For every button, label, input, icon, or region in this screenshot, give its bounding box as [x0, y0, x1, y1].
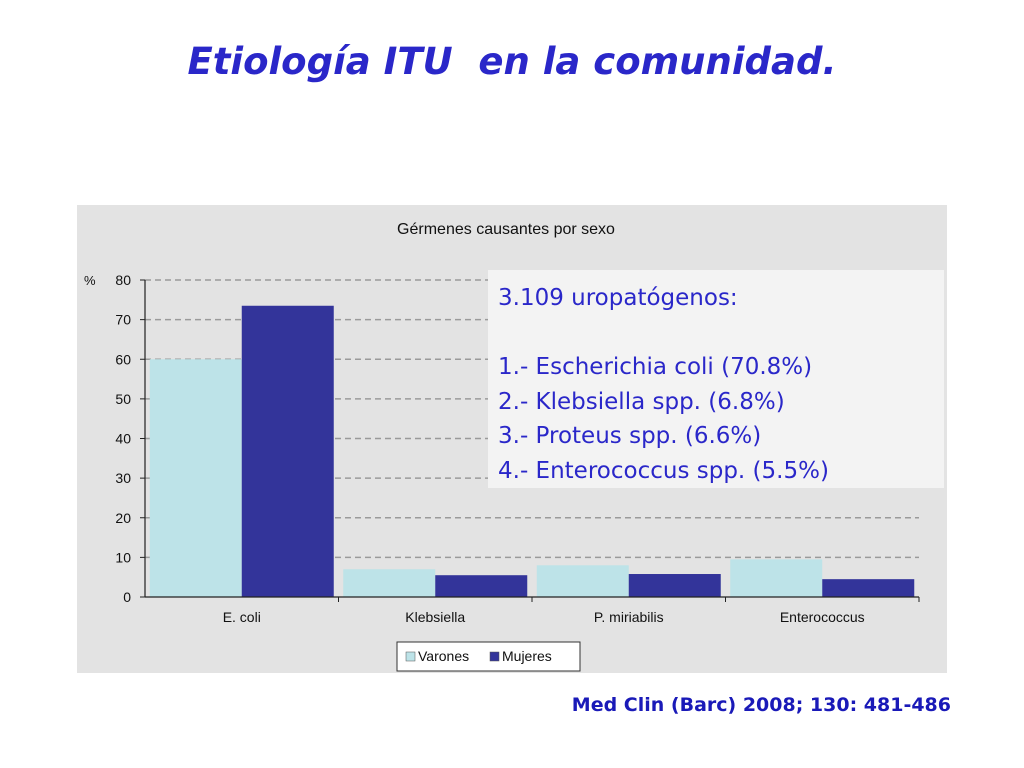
y-tick-label: 20	[115, 510, 131, 526]
summary-item: 4.- Enterococcus spp. (5.5%)	[498, 457, 829, 484]
legend-swatch	[489, 651, 500, 662]
uropathogen-summary-box: 3.109 uropatógenos: 1.- Escherichia coli…	[488, 270, 944, 488]
bar-varones	[730, 559, 823, 597]
bar-chart: Gérmenes causantes por sexo % 0 10 20 30 40 5…	[84, 221, 920, 672]
x-tick-label: Klebsiella	[405, 609, 465, 625]
y-tick-label: 60	[115, 351, 131, 367]
bar-mujeres	[241, 305, 334, 597]
y-tick-label: 30	[115, 470, 131, 486]
y-tick-label: 0	[123, 589, 131, 605]
bar-varones	[149, 359, 242, 597]
summary-item: 1.- Escherichia coli (70.8%)	[498, 354, 813, 380]
bar-mujeres	[628, 574, 721, 597]
legend-label: Varones	[418, 648, 469, 664]
citation: Med Clin (Barc) 2008; 130: 481-486	[571, 694, 951, 716]
chart-legend: Varones Mujeres	[396, 641, 581, 672]
summary-item: 2.- Klebsiella spp. (6.8%)	[498, 388, 785, 415]
y-tick-label: 10	[115, 549, 131, 565]
bar-mujeres	[435, 575, 528, 597]
y-tick-label: 70	[115, 312, 131, 328]
legend-label: Mujeres	[502, 648, 552, 664]
chart-title: Gérmenes causantes por sexo	[397, 221, 615, 238]
summary-spacer	[498, 316, 944, 351]
bar-varones	[536, 565, 629, 597]
y-tick-label: 80	[115, 272, 131, 288]
slide-title: Etiología ITU en la comunidad.	[187, 40, 837, 83]
bar-mujeres	[822, 579, 915, 597]
x-tick-label: E. coli	[223, 609, 261, 625]
bars	[149, 305, 915, 597]
x-tick-label: P. miriabilis	[594, 609, 664, 625]
x-tick-label: Enterococcus	[780, 609, 865, 625]
summary-heading: 3.109 uropatógenos:	[498, 285, 738, 311]
y-tick-label: 50	[115, 391, 131, 407]
legend-swatch	[405, 651, 416, 662]
y-tick-label: 40	[115, 431, 131, 447]
summary-item: 3.- Proteus spp. (6.6%)	[498, 423, 762, 449]
axes: 0 10 20 30 40 50 60 70 80 E. coli Klebsiella P. mir…	[115, 272, 920, 625]
y-axis-label: %	[84, 273, 96, 288]
bar-varones	[343, 569, 436, 597]
legend-box	[396, 641, 581, 672]
